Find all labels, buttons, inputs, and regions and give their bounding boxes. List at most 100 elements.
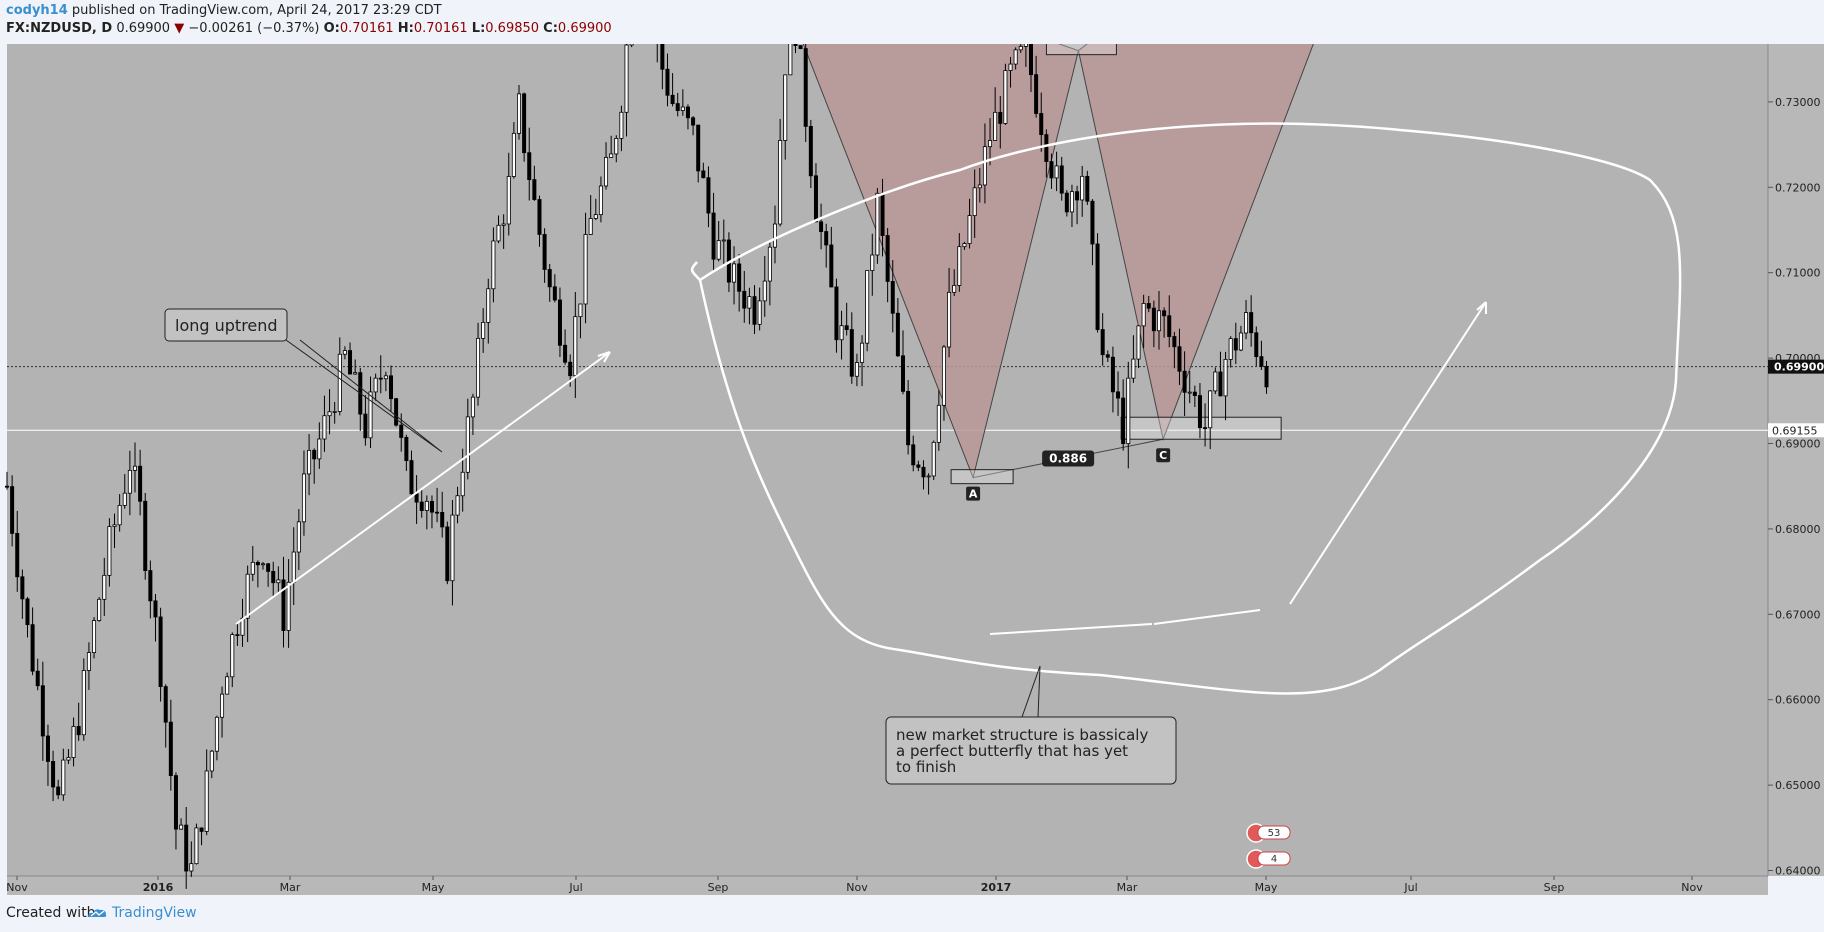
open-value: 0.70161 — [339, 21, 394, 36]
zone-box-b[interactable] — [1045, 44, 1117, 56]
time-axis[interactable] — [7, 876, 1768, 895]
freehand-ellipse-start[interactable] — [690, 261, 701, 281]
candle-body — [854, 362, 859, 377]
candle-body — [701, 170, 706, 179]
structure-callout-box[interactable] — [885, 716, 1177, 785]
uptrend-callout-box[interactable] — [164, 308, 288, 342]
candle-body — [573, 316, 578, 377]
candle-body — [1116, 391, 1121, 399]
candle-body — [1218, 371, 1223, 397]
price-chart[interactable]: 0.800000.790000.780000.770000.760000.750… — [0, 44, 1824, 895]
author-link[interactable]: codyh14 — [6, 3, 68, 18]
candle-body — [1233, 338, 1238, 351]
candle-body — [1029, 44, 1034, 76]
pattern-triangle-xab[interactable] — [762, 44, 1080, 480]
uptrend-callout-text: long uptrend — [175, 316, 278, 335]
last-price-tag — [1768, 359, 1824, 374]
candle-body — [962, 243, 967, 248]
pattern-triangle-bcd[interactable] — [1077, 44, 1408, 441]
candle-body — [1228, 338, 1233, 360]
candle-body — [860, 342, 865, 363]
candle-body — [424, 500, 429, 511]
candle-body — [491, 240, 496, 290]
candle-body — [788, 44, 793, 76]
candle-body — [1213, 371, 1218, 392]
price-tick-label: 0.72000 — [1775, 181, 1821, 194]
candle-body — [348, 350, 353, 375]
candle-body — [993, 111, 998, 141]
candle-body — [112, 524, 117, 527]
candle-body — [803, 48, 808, 127]
candle-body — [30, 624, 35, 672]
candle-body — [778, 140, 783, 225]
candle-body — [445, 526, 450, 582]
candle-body — [388, 375, 393, 400]
candle-body — [332, 411, 337, 413]
candle-body — [517, 93, 522, 134]
candle-body — [583, 234, 588, 305]
event-count-pill[interactable] — [1257, 851, 1291, 866]
candle-body — [66, 757, 71, 761]
candle-body — [588, 218, 593, 235]
event-count-label: 4 — [1271, 854, 1277, 865]
event-badges[interactable]: 53 4 — [1246, 823, 1291, 869]
target-arrow[interactable] — [1289, 301, 1487, 605]
support-trend-line[interactable] — [1153, 609, 1261, 625]
candle-body — [1085, 175, 1090, 202]
candle-body — [1018, 45, 1023, 51]
candle-body — [399, 424, 404, 438]
last-price: 0.69900 — [116, 21, 171, 36]
candle-body — [849, 329, 854, 377]
uptrend-arrow[interactable] — [235, 351, 611, 625]
candle-body — [353, 372, 358, 375]
candle-body — [947, 291, 952, 348]
candle-body — [286, 581, 291, 631]
uptrend-arrow-head[interactable] — [597, 351, 611, 363]
tradingview-brand[interactable]: TradingView — [112, 905, 197, 921]
candle-body — [368, 391, 373, 439]
freehand-ellipse[interactable] — [698, 122, 1682, 695]
freehand-drawings[interactable] — [235, 122, 1682, 695]
candle-body — [394, 398, 399, 426]
candle-body — [235, 634, 240, 637]
candle-body — [752, 296, 757, 325]
candle-body — [1244, 312, 1249, 334]
candle-body — [865, 270, 870, 344]
candle-body — [696, 124, 701, 172]
candle-body — [214, 716, 219, 752]
candle-body — [1192, 391, 1197, 396]
candle-body — [1080, 175, 1085, 201]
candle-body — [532, 179, 537, 200]
candle-body — [1162, 310, 1167, 317]
butterfly-pattern[interactable]: XABCD0.7860.8861.6941.27 — [702, 44, 1500, 501]
event-count-pill[interactable] — [1257, 825, 1291, 840]
candle-body — [614, 137, 619, 155]
candle-body — [204, 770, 209, 832]
candle-body — [230, 634, 235, 678]
candle-body — [813, 175, 818, 223]
candle-body — [1264, 365, 1269, 388]
candle-body — [732, 263, 737, 283]
candle-body — [184, 824, 189, 872]
high-label: H: — [397, 21, 414, 36]
candle-body — [1197, 395, 1202, 429]
candle-body — [916, 464, 921, 468]
ratio-label-ac: 0.886 — [1049, 451, 1087, 465]
open-label: O: — [323, 21, 340, 36]
zone-box-a[interactable] — [950, 469, 1014, 485]
candle-body — [911, 444, 916, 466]
candle-body — [1003, 70, 1008, 124]
candle-body — [1105, 354, 1110, 358]
candle-body — [291, 551, 296, 583]
target-arrow-head[interactable] — [1476, 301, 1487, 314]
text-callouts[interactable]: long uptrend new market structure is bass… — [164, 308, 1177, 785]
publish-info: published on TradingView.com, April 24, … — [71, 3, 442, 18]
footer: Created with TradingView — [0, 895, 1824, 932]
price-axis[interactable] — [1768, 44, 1824, 876]
support-trend-line-left[interactable] — [989, 623, 1153, 635]
candle-body — [1254, 332, 1259, 358]
tradingview-logo[interactable]: TradingView — [86, 905, 197, 921]
candle-body — [255, 561, 260, 566]
symbol-label: FX:NZDUSD, D — [6, 21, 113, 36]
candle-body — [747, 296, 752, 309]
